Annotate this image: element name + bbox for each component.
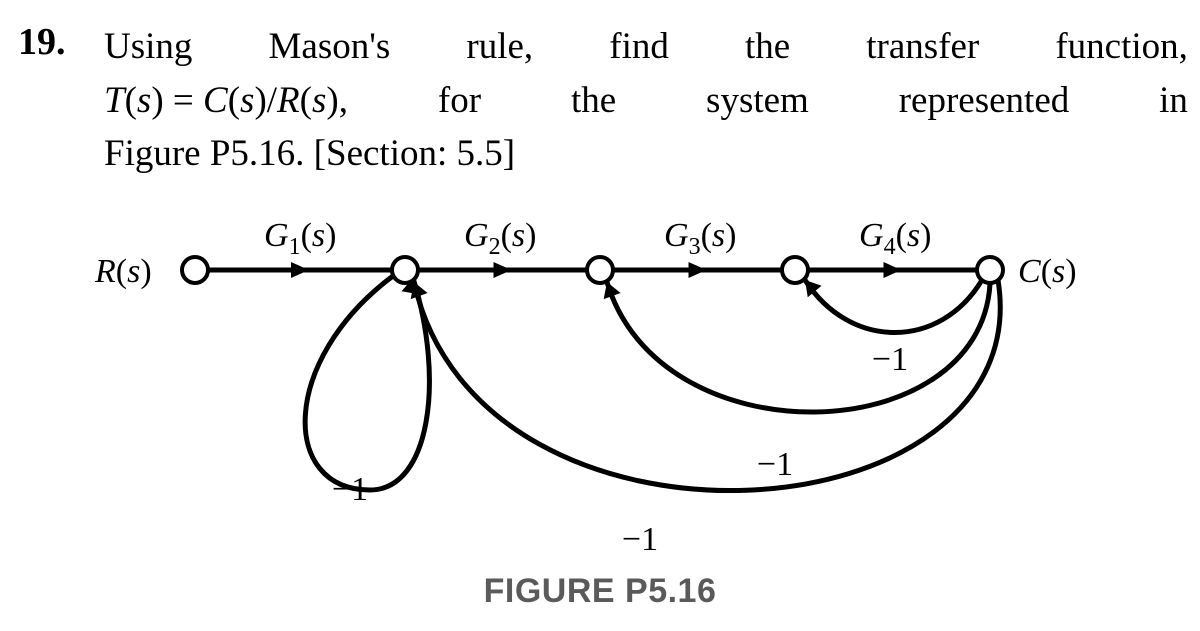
word: system (706, 74, 809, 128)
loop-gain-label: −1 (872, 341, 908, 378)
edge-gain-label: G2(s) (464, 217, 536, 260)
problem-text: Using Mason's rule, find the transfer fu… (104, 20, 1188, 181)
word: in (1159, 74, 1188, 128)
word: function, (1055, 20, 1188, 74)
word: the (571, 74, 616, 128)
var-s: s (137, 80, 151, 121)
word: the (745, 20, 790, 74)
feedback-n4-to-n3 (805, 280, 982, 333)
problem-line-3: Figure P5.16. [Section: 5.5] (104, 133, 515, 174)
sfg-svg: R(s) C(s) G1(s) G2(s) G3(s) G4(s) −1 −1 −1 −1 (0, 200, 1200, 580)
paren: ), (326, 80, 348, 121)
signal-flow-graph: R(s) C(s) G1(s) G2(s) G3(s) G4(s) −1 −1 −1 −1 (0, 200, 1200, 630)
edge-gain-label: G3(s) (664, 217, 736, 260)
problem-line-2: T(s) = C(s)/R(s), for the system represe… (104, 74, 1188, 128)
node-n0 (182, 257, 208, 283)
page-container: 19. Using Mason's rule, find the transfe… (0, 0, 1200, 631)
paren: ) = (151, 80, 203, 121)
equation: T(s) = C(s)/R(s), (104, 74, 348, 128)
input-label: R(s) (94, 253, 152, 290)
word: transfer (866, 20, 979, 74)
var-R: R (277, 80, 300, 121)
node-n1 (392, 257, 418, 283)
node-n2 (587, 257, 613, 283)
arrowhead-icon (884, 262, 902, 278)
word: rule, (466, 20, 533, 74)
word: find (609, 20, 669, 74)
edge-gain-label: G1(s) (264, 217, 336, 260)
feedback-n4-to-n1 (414, 280, 1000, 491)
var-s: s (312, 80, 326, 121)
word: for (438, 74, 481, 128)
word: represented (899, 74, 1070, 128)
loop-gain-label: −1 (332, 471, 368, 508)
problem-number: 19. (18, 20, 66, 64)
word: Mason's (269, 20, 391, 74)
arrowhead-icon (291, 262, 309, 278)
paren: ( (300, 80, 312, 121)
var-s: s (240, 80, 254, 121)
edge-gain-label: G4(s) (859, 217, 931, 260)
problem-line-1: Using Mason's rule, find the transfer fu… (104, 20, 1188, 74)
paren: )/ (254, 80, 277, 121)
var-C: C (203, 80, 228, 121)
loop-gain-label: −1 (622, 521, 658, 558)
self-loop-n1 (305, 276, 429, 490)
paren: ( (125, 80, 137, 121)
paren: ( (228, 80, 240, 121)
arrowhead-icon (494, 262, 512, 278)
word: Using (104, 20, 192, 74)
figure-caption: FIGURE P5.16 (0, 572, 1200, 611)
node-n3 (782, 257, 808, 283)
node-n4 (977, 257, 1003, 283)
output-label: C(s) (1018, 253, 1077, 290)
loop-gain-label: −1 (757, 446, 793, 483)
feedback-n4-to-n2 (607, 282, 990, 412)
arrowhead-icon (689, 262, 707, 278)
var-T: T (104, 80, 125, 121)
